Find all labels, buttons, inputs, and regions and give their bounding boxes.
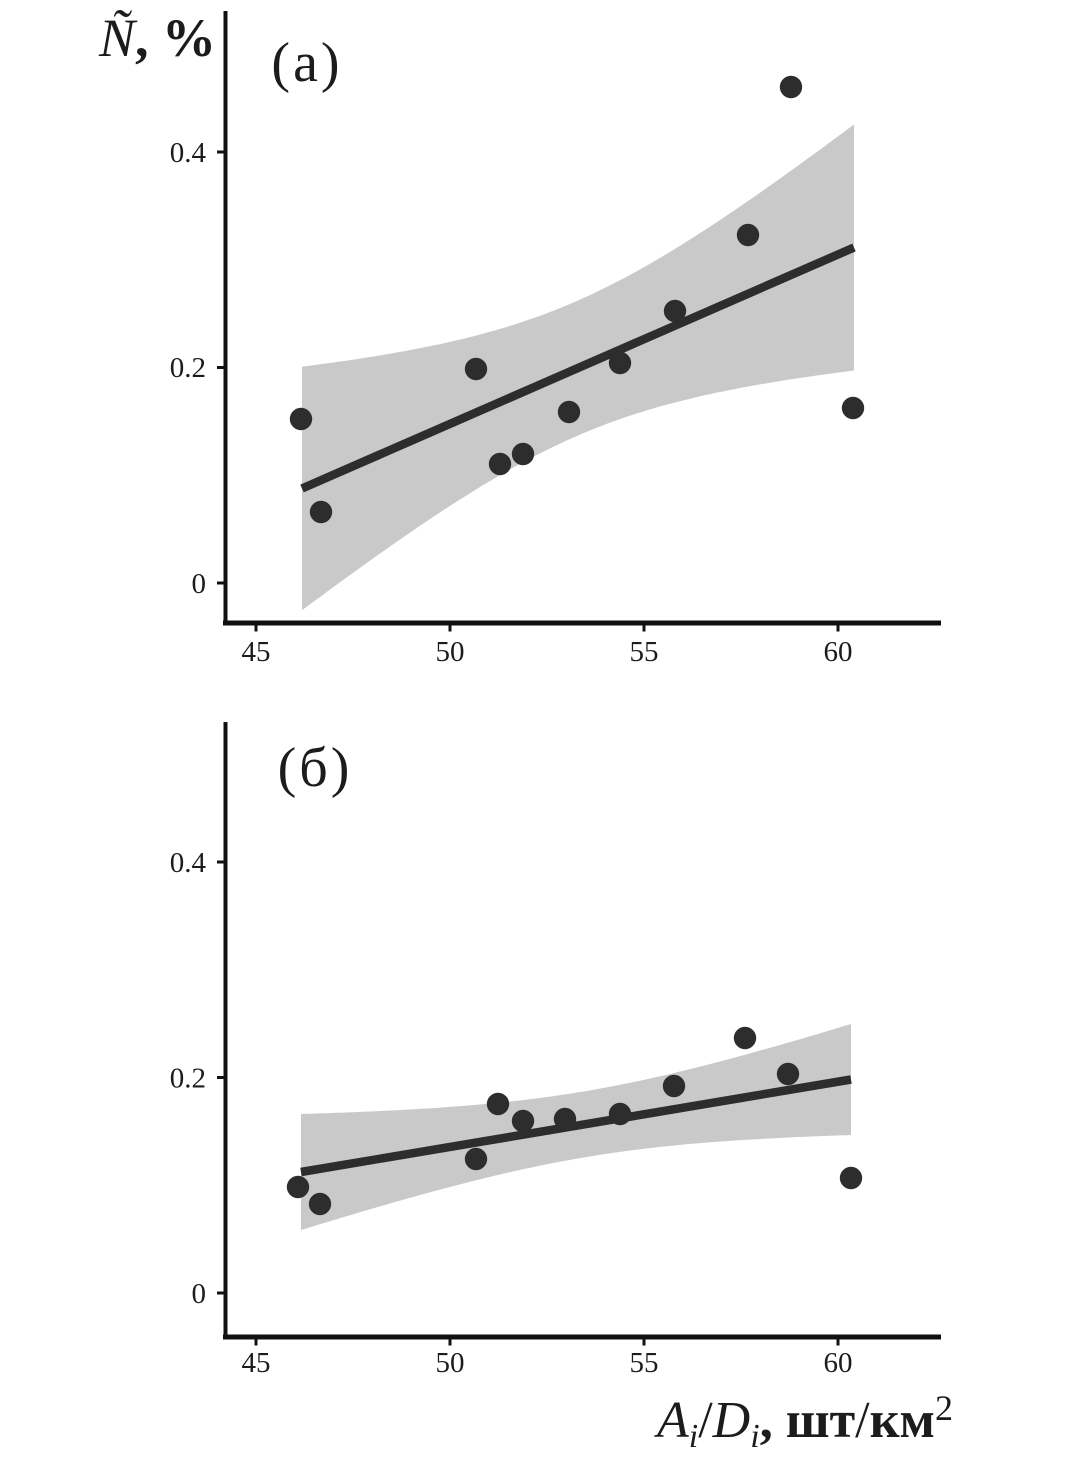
svg-text:45: 45 [242,1347,271,1379]
svg-text:0.4: 0.4 [170,137,207,169]
svg-text:Ai/Di, шт/км2: Ai/Di, шт/км2 [654,1388,953,1455]
svg-text:50: 50 [436,1347,465,1379]
svg-text:60: 60 [824,636,853,668]
svg-text:45: 45 [242,636,271,668]
svg-text:0.2: 0.2 [170,1062,206,1094]
svg-text:50: 50 [436,636,465,668]
svg-text:55: 55 [630,636,659,668]
svg-text:(а): (а) [271,32,342,94]
svg-text:(б): (б) [278,737,353,799]
svg-text:0.2: 0.2 [170,352,206,384]
svg-text:0.4: 0.4 [170,847,207,879]
svg-text:55: 55 [630,1347,659,1379]
svg-text:Ñ, %: Ñ, % [98,8,216,68]
svg-text:0: 0 [192,1278,207,1310]
svg-text:60: 60 [824,1347,853,1379]
svg-text:0: 0 [192,568,207,600]
